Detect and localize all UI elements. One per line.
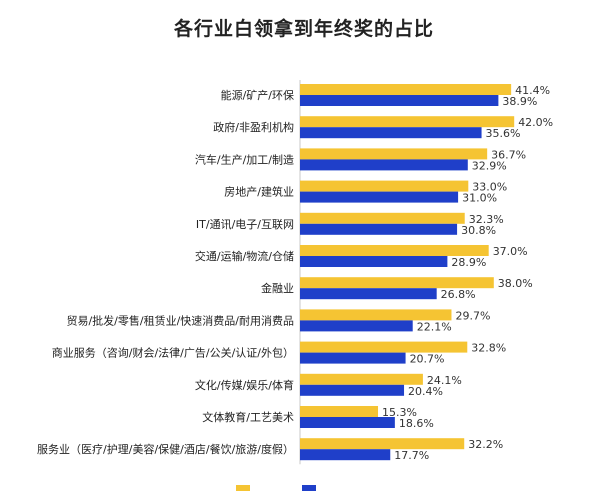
- bar-series-1: [300, 84, 512, 95]
- category-label: IT/通讯/电子/互联网: [196, 218, 294, 231]
- data-label: 24.1%: [427, 374, 462, 387]
- category-label: 交通/运输/物流/仓储: [195, 249, 294, 263]
- data-label: 20.4%: [408, 385, 443, 398]
- bar-series-1: [300, 438, 465, 450]
- category-label: 文体教育/工艺美术: [202, 410, 294, 424]
- data-label: 35.6%: [486, 127, 521, 140]
- bars-group: [300, 84, 515, 461]
- category-label: 金融业: [261, 281, 294, 295]
- category-label: 房地产/建筑业: [224, 185, 294, 199]
- bar-series-2: [300, 223, 458, 235]
- data-label: 32.3%: [469, 213, 504, 226]
- bar-series-1: [300, 116, 515, 128]
- data-label: 42.0%: [518, 116, 553, 129]
- data-label: 17.7%: [394, 449, 429, 462]
- category-label: 贸易/批发/零售/租赁业/快速消费品/耐用消费品: [66, 313, 294, 327]
- bar-series-2: [300, 449, 391, 461]
- bar-series-1: [300, 277, 494, 289]
- bar-series-2: [300, 320, 413, 332]
- data-label: 29.7%: [455, 309, 490, 322]
- bar-series-2: [300, 127, 482, 139]
- bar-series-1: [300, 309, 452, 321]
- data-label: 32.8%: [471, 342, 506, 355]
- category-label: 商业服务（咨询/财会/法律/广告/公关/认证/外包）: [52, 346, 294, 360]
- legend-swatch-series-1: [236, 485, 250, 491]
- data-label: 20.7%: [410, 353, 445, 366]
- bar-series-2: [300, 417, 395, 428]
- bar-series-2: [300, 95, 499, 106]
- bar-series-1: [300, 341, 468, 353]
- bar-series-1: [300, 148, 488, 160]
- data-label: 15.3%: [382, 406, 417, 419]
- bar-series-2: [300, 191, 459, 203]
- data-label: 32.9%: [472, 159, 507, 172]
- bar-series-1: [300, 406, 379, 417]
- data-label: 31.0%: [462, 192, 497, 205]
- bar-series-1: [300, 373, 423, 385]
- bar-series-2: [300, 159, 468, 171]
- data-label: 32.2%: [468, 438, 503, 451]
- legend-swatch-series-2: [302, 485, 316, 491]
- bar-series-1: [300, 180, 469, 192]
- data-label: 38.9%: [502, 95, 537, 108]
- data-label: 33.0%: [472, 181, 507, 194]
- data-label: 22.1%: [417, 320, 452, 333]
- data-label: 28.9%: [451, 256, 486, 269]
- category-label: 汽车/生产/加工/制造: [195, 152, 294, 166]
- category-label: 文化/传媒/娱乐/体育: [195, 378, 294, 392]
- data-label: 36.7%: [491, 148, 526, 161]
- bar-series-2: [300, 384, 405, 396]
- data-label: 18.6%: [399, 417, 434, 430]
- chart-title: 各行业白领拿到年终奖的占比: [173, 18, 434, 40]
- bar-series-2: [300, 352, 406, 364]
- category-label: 政府/非盈利机构: [213, 120, 294, 134]
- data-label: 26.8%: [441, 288, 476, 301]
- data-label: 37.0%: [493, 245, 528, 258]
- bar-series-1: [300, 245, 489, 256]
- data-label: 30.8%: [461, 224, 496, 237]
- bar-series-1: [300, 212, 465, 224]
- category-label: 能源/矿产/环保: [221, 88, 294, 102]
- data-label: 38.0%: [498, 277, 533, 290]
- bar-series-2: [300, 256, 448, 267]
- category-label: 服务业（医疗/护理/美容/保健/酒店/餐饮/旅游/度假）: [37, 442, 294, 456]
- bar-series-2: [300, 288, 437, 300]
- legend: [236, 485, 316, 491]
- data-label: 41.4%: [515, 84, 550, 97]
- labels-group: 能源/矿产/环保 41.4%38.9% 政府/非盈利机构 42.0%35.6% 汽车/生…: [37, 84, 553, 462]
